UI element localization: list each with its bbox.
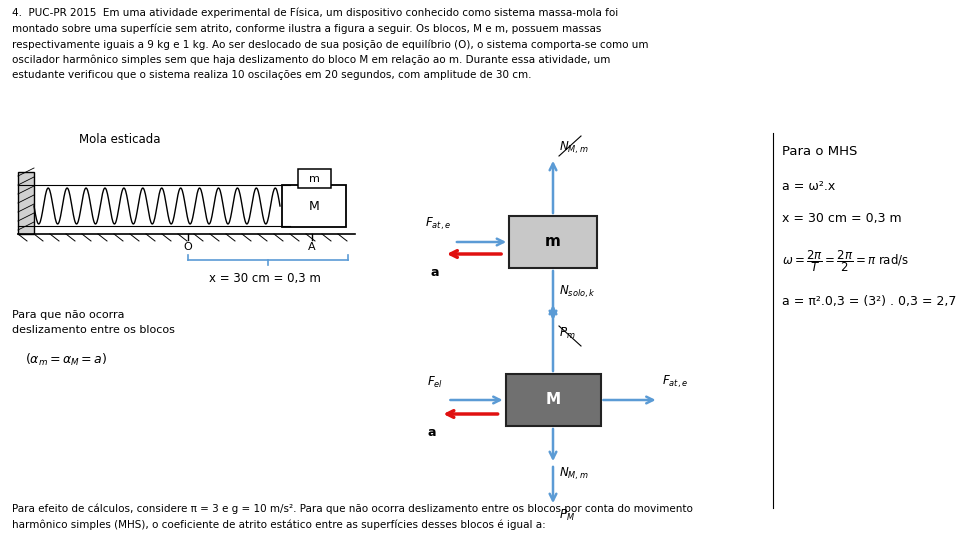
Text: $N_{M,m}$: $N_{M,m}$	[559, 466, 588, 482]
Text: a = ω².x: a = ω².x	[782, 180, 835, 193]
Text: a = π².0,3 = (3²) . 0,3 = 2,7 m/s²: a = π².0,3 = (3²) . 0,3 = 2,7 m/s²	[782, 295, 960, 308]
Text: $F_{at,e}$: $F_{at,e}$	[662, 374, 688, 390]
Text: O: O	[183, 242, 192, 252]
Text: $P_m$: $P_m$	[559, 326, 576, 341]
Text: m: m	[545, 234, 561, 249]
Text: m: m	[309, 173, 320, 184]
Text: Para efeito de cálculos, considere π = 3 e g = 10 m/s². Para que não ocorra desl: Para efeito de cálculos, considere π = 3…	[12, 504, 693, 530]
Bar	[298, 169, 331, 188]
Text: $F_{el}$: $F_{el}$	[427, 375, 444, 390]
Text: a: a	[427, 426, 436, 439]
Text: Para o MHS: Para o MHS	[782, 145, 857, 158]
Text: $\omega = \dfrac{2\pi}{T} = \dfrac{2\pi}{2} = \pi\ \mathrm{rad/s}$: $\omega = \dfrac{2\pi}{T} = \dfrac{2\pi}…	[782, 248, 909, 274]
Text: $P_M$: $P_M$	[559, 508, 575, 523]
Text: 4.  PUC-PR 2015  Em uma atividade experimental de Física, um dispositivo conheci: 4. PUC-PR 2015 Em uma atividade experime…	[12, 8, 649, 80]
Bar	[509, 216, 597, 268]
Bar	[282, 185, 346, 227]
Text: M: M	[545, 393, 561, 408]
Text: A: A	[308, 242, 316, 252]
Text: $(\alpha_m = \alpha_M = a)$: $(\alpha_m = \alpha_M = a)$	[25, 352, 108, 368]
Text: x = 30 cm = 0,3 m: x = 30 cm = 0,3 m	[782, 212, 901, 225]
Text: a: a	[430, 266, 439, 279]
Text: Mola esticada: Mola esticada	[80, 133, 160, 146]
Bar	[506, 374, 601, 426]
Text: x = 30 cm = 0,3 m: x = 30 cm = 0,3 m	[209, 272, 321, 285]
Text: $N_{M,m}$: $N_{M,m}$	[559, 140, 588, 156]
Text: M: M	[308, 199, 320, 213]
Text: $F_{at,e}$: $F_{at,e}$	[425, 215, 451, 232]
Bar	[18, 172, 34, 234]
Text: Para que não ocorra
deslizamento entre os blocos: Para que não ocorra deslizamento entre o…	[12, 310, 175, 335]
Text: $N_{solo,k}$: $N_{solo,k}$	[559, 284, 596, 300]
